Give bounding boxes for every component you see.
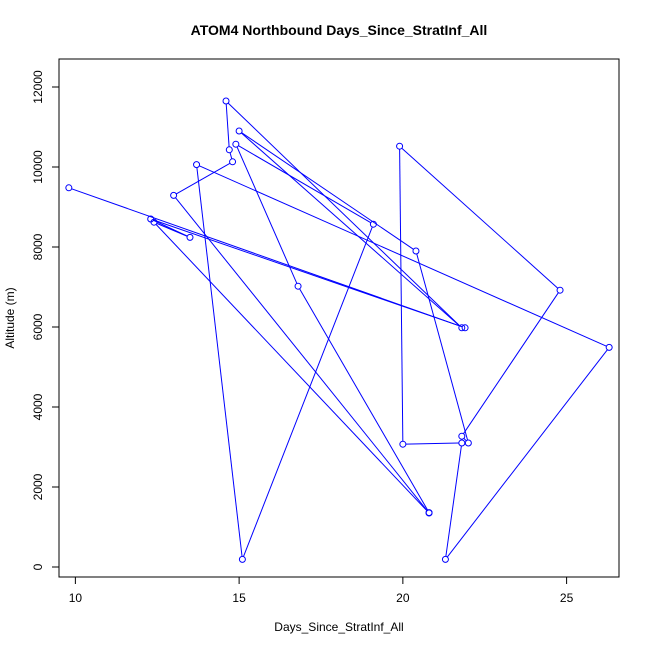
data-point (396, 142, 404, 150)
series-layer (65, 97, 613, 563)
data-point (425, 509, 433, 517)
series-segment (241, 132, 460, 327)
y-tick-label: 10000 (31, 150, 45, 184)
series-segment (241, 132, 414, 250)
series-segment (229, 152, 233, 160)
series-segment (199, 165, 607, 347)
data-point (556, 286, 564, 294)
y-axis: 0 2000 4000 6000 8000 10000 12000 (31, 70, 60, 570)
data-point (193, 161, 201, 169)
y-tick-label: 12000 (31, 70, 45, 104)
y-tick-label: 0 (31, 563, 45, 570)
x-tick-label: 15 (232, 591, 246, 605)
series-segment (175, 197, 428, 511)
series-segment (416, 253, 469, 441)
series-segment (155, 224, 428, 512)
data-point (65, 184, 73, 192)
data-point (605, 343, 613, 351)
data-point (412, 247, 420, 255)
data-point (170, 191, 178, 199)
series-segment (463, 438, 467, 442)
series-segment (227, 102, 460, 327)
data-point (186, 233, 194, 241)
chart-title: ATOM4 Northbound Days_Since_StratInf_All (191, 22, 488, 38)
data-point (461, 324, 469, 332)
plot-frame (58, 58, 620, 578)
series-segment (236, 146, 298, 284)
y-tick-label: 8000 (31, 233, 45, 260)
x-axis: 10 15 20 25 (69, 576, 574, 605)
series-segment (299, 288, 428, 511)
data-point (464, 439, 472, 447)
series-segment (225, 103, 230, 147)
data-point (294, 282, 302, 290)
data-point (458, 324, 466, 332)
y-axis-label: Altitude (m) (3, 287, 17, 348)
series-segment (401, 147, 559, 289)
data-point (458, 439, 466, 447)
data-point (150, 218, 158, 226)
series-segment (196, 167, 243, 557)
data-point (369, 220, 377, 228)
series-segment (445, 445, 462, 557)
series-segment (399, 149, 404, 442)
series-0 (65, 97, 613, 563)
x-tick-label: 10 (69, 591, 83, 605)
series-segment (175, 162, 231, 195)
data-point (232, 140, 240, 148)
x-tick-label: 25 (560, 591, 574, 605)
data-point (225, 146, 233, 154)
series-segment (405, 442, 459, 445)
data-point (235, 127, 243, 135)
series-segment (153, 219, 463, 328)
series-segment (238, 145, 372, 224)
data-point (399, 440, 407, 448)
x-tick-label: 20 (396, 591, 410, 605)
series-segment (463, 292, 559, 434)
series-segment (243, 226, 373, 557)
series-segment (156, 222, 188, 237)
y-tick-label: 6000 (31, 313, 45, 340)
data-point (229, 158, 237, 166)
y-tick-label: 2000 (31, 473, 45, 500)
data-point (238, 555, 246, 563)
data-point (441, 555, 449, 563)
data-point (458, 432, 466, 440)
series-segment (446, 349, 608, 558)
x-axis-label: Days_Since_StratInf_All (274, 620, 403, 634)
data-point (222, 97, 230, 105)
y-tick-label: 4000 (31, 393, 45, 420)
